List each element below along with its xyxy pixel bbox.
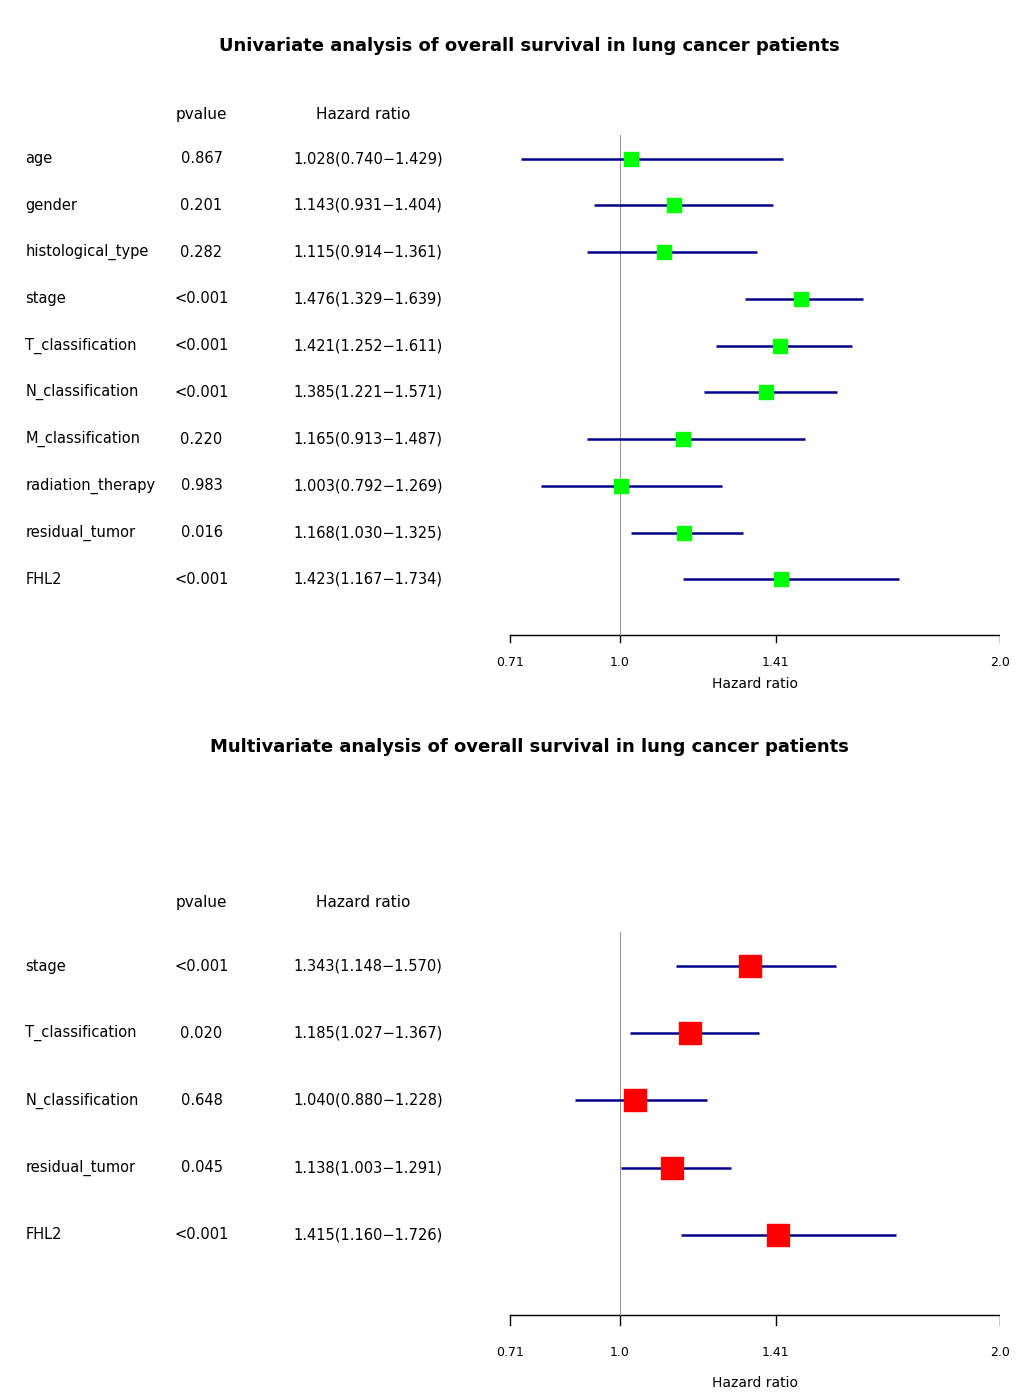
Text: 1.41: 1.41 [761,1345,789,1358]
Text: 1.41: 1.41 [761,657,789,669]
Text: 2.0: 2.0 [988,1345,1009,1358]
Text: M_classification: M_classification [25,432,141,447]
Text: 1.168(1.030−1.325): 1.168(1.030−1.325) [293,525,442,541]
Point [771,569,788,591]
Text: residual_tumor: residual_tumor [25,1160,136,1176]
Text: pvalue: pvalue [175,894,227,909]
Text: <0.001: <0.001 [174,386,228,400]
Text: <0.001: <0.001 [174,571,228,587]
Point [742,956,758,978]
Text: stage: stage [25,958,66,974]
Text: <0.001: <0.001 [174,958,228,974]
Text: gender: gender [25,198,77,212]
Point [674,427,690,450]
Point [627,1090,643,1112]
Point [757,381,773,404]
Text: <0.001: <0.001 [174,338,228,353]
Text: FHL2: FHL2 [25,1227,62,1242]
Text: FHL2: FHL2 [25,571,62,587]
Point [663,1157,680,1179]
Text: Hazard ratio: Hazard ratio [711,678,797,692]
Text: pvalue: pvalue [175,108,227,122]
Point [768,1224,785,1246]
Point [771,334,788,356]
Text: residual_tumor: residual_tumor [25,524,136,541]
Text: 1.415(1.160−1.726): 1.415(1.160−1.726) [293,1227,442,1242]
Text: stage: stage [25,292,66,306]
Text: 1.165(0.913−1.487): 1.165(0.913−1.487) [293,432,442,447]
Text: Univariate analysis of overall survival in lung cancer patients: Univariate analysis of overall survival … [219,38,839,56]
Point [622,148,638,170]
Text: 0.648: 0.648 [180,1092,222,1108]
Text: 1.028(0.740−1.429): 1.028(0.740−1.429) [292,151,442,166]
Text: 0.983: 0.983 [180,478,222,493]
Text: 1.343(1.148−1.570): 1.343(1.148−1.570) [293,958,442,974]
Text: N_classification: N_classification [25,384,139,401]
Text: 1.385(1.221−1.571): 1.385(1.221−1.571) [293,386,442,400]
Text: 1.0: 1.0 [609,657,630,669]
Text: T_classification: T_classification [25,1025,137,1041]
Point [675,521,691,543]
Text: 0.016: 0.016 [180,525,222,541]
Text: 1.115(0.914−1.361): 1.115(0.914−1.361) [293,244,442,260]
Text: 2.0: 2.0 [988,657,1009,669]
Text: 1.421(1.252−1.611): 1.421(1.252−1.611) [293,338,442,353]
Text: 1.040(0.880−1.228): 1.040(0.880−1.228) [292,1092,442,1108]
Text: 0.020: 0.020 [180,1025,222,1041]
Text: 1.003(0.792−1.269): 1.003(0.792−1.269) [293,478,442,493]
Text: Multivariate analysis of overall survival in lung cancer patients: Multivariate analysis of overall surviva… [210,738,848,756]
Text: age: age [25,151,53,166]
Text: histological_type: histological_type [25,244,149,260]
Text: 1.0: 1.0 [609,1345,630,1358]
Text: 0.71: 0.71 [495,657,524,669]
Point [612,475,629,497]
Text: 1.476(1.329−1.639): 1.476(1.329−1.639) [293,292,442,306]
Text: 0.282: 0.282 [180,244,222,260]
Text: 1.185(1.027−1.367): 1.185(1.027−1.367) [293,1025,442,1041]
Text: <0.001: <0.001 [174,1227,228,1242]
Text: 0.220: 0.220 [180,432,222,447]
Text: radiation_therapy: radiation_therapy [25,478,155,495]
Text: 0.867: 0.867 [180,151,222,166]
Point [792,288,808,310]
Point [682,1023,698,1045]
Text: 0.201: 0.201 [180,198,222,212]
Text: Hazard ratio: Hazard ratio [711,1376,797,1390]
Text: <0.001: <0.001 [174,292,228,306]
Point [665,194,682,217]
Text: N_classification: N_classification [25,1092,139,1108]
Point [655,242,672,264]
Text: 1.143(0.931−1.404): 1.143(0.931−1.404) [293,198,442,212]
Text: 1.423(1.167−1.734): 1.423(1.167−1.734) [293,571,442,587]
Text: Hazard ratio: Hazard ratio [316,894,410,909]
Text: Hazard ratio: Hazard ratio [316,108,410,122]
Text: 0.045: 0.045 [180,1160,222,1175]
Text: T_classification: T_classification [25,338,137,353]
Text: 1.138(1.003−1.291): 1.138(1.003−1.291) [293,1160,442,1175]
Text: 0.71: 0.71 [495,1345,524,1358]
